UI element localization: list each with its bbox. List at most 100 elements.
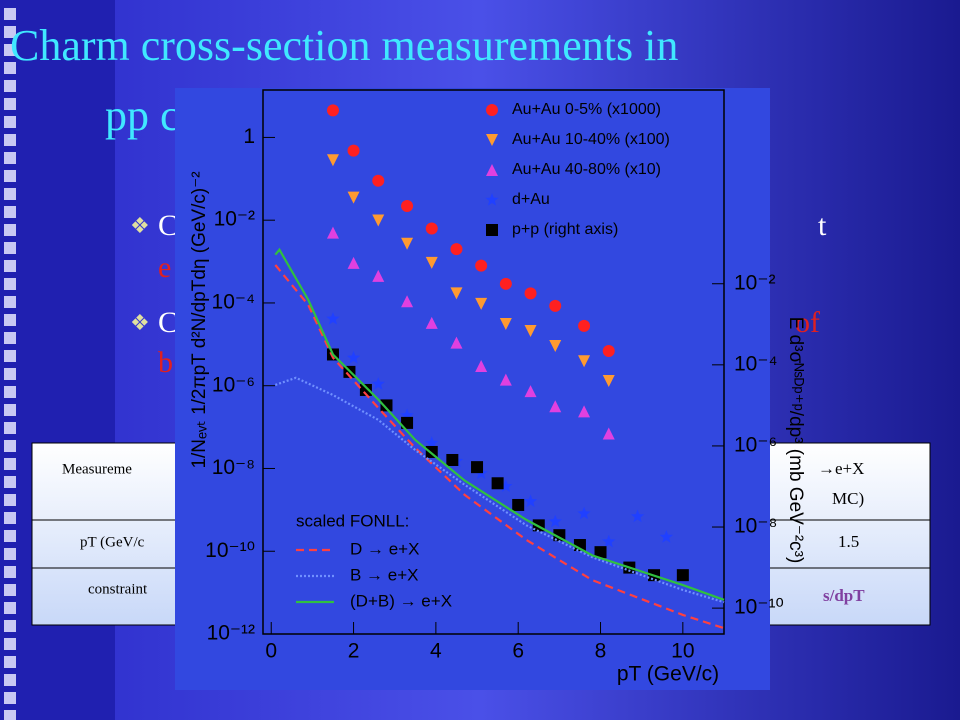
marker xyxy=(578,319,591,332)
side-square xyxy=(4,242,16,254)
y-axis-label: 1/Nₑᵥₜ 1/2πpT d²N/dpTdη (GeV/c)⁻² xyxy=(189,171,210,468)
marker xyxy=(602,534,616,548)
side-square xyxy=(4,386,16,398)
chart: 0 2 4 6 8 10 1 10⁻² 10⁻⁴ 10⁻⁶ 10⁻⁸ 10⁻¹⁰ 10⁻¹² 10⁻² 10… xyxy=(189,101,806,685)
marker xyxy=(425,256,438,269)
table-right: →e+X MC) 1.5 s/dpT xyxy=(764,442,931,626)
side-square xyxy=(4,638,16,650)
marker xyxy=(524,324,537,337)
side-square xyxy=(4,548,16,560)
marker xyxy=(372,174,385,187)
chart-panel xyxy=(175,88,770,690)
side-square xyxy=(4,26,16,38)
side-square xyxy=(4,494,16,506)
x-tick-label: 10 xyxy=(671,640,694,663)
side-square xyxy=(4,566,16,578)
side-square xyxy=(4,368,16,380)
side-square xyxy=(4,296,16,308)
marker xyxy=(372,269,385,282)
side-square xyxy=(4,458,16,470)
marker xyxy=(676,569,689,582)
marker xyxy=(450,243,463,256)
side-square xyxy=(4,8,16,20)
bullet-text: of xyxy=(795,306,820,339)
marker xyxy=(359,383,372,396)
marker xyxy=(326,154,339,167)
marker xyxy=(549,299,562,312)
legend-label: Au+Au 0-5% (x1000) xyxy=(512,101,661,118)
title: pp c xyxy=(105,91,180,140)
table-left: Measureme pT (GeV/c constraint xyxy=(31,442,183,626)
y2-tick-label: 10⁻⁸ xyxy=(734,515,777,538)
marker xyxy=(578,355,591,368)
marker xyxy=(400,408,414,422)
marker xyxy=(578,405,591,418)
side-square xyxy=(4,44,16,56)
side-square xyxy=(4,134,16,146)
marker xyxy=(346,350,361,364)
marker xyxy=(524,287,537,300)
side-square xyxy=(4,404,16,416)
table-cell: constraint xyxy=(88,581,148,597)
side-square xyxy=(4,332,16,344)
legend-title: scaled FONLL: xyxy=(296,511,409,530)
side-square xyxy=(4,116,16,128)
side-square xyxy=(4,656,16,668)
table-cell: MC) xyxy=(832,489,864,508)
legend-label: Au+Au 40-80% (x10) xyxy=(512,161,661,178)
marker xyxy=(549,340,562,353)
marker xyxy=(523,494,538,508)
side-square xyxy=(4,620,16,632)
x-tick-label: 8 xyxy=(595,640,607,663)
marker xyxy=(450,287,463,300)
side-square xyxy=(4,278,16,290)
table-cell: Measureme xyxy=(62,461,132,477)
marker xyxy=(401,237,414,250)
marker xyxy=(602,374,615,387)
y2-tick-label: 10⁻⁶ xyxy=(734,433,777,456)
marker xyxy=(602,427,615,440)
marker xyxy=(475,259,488,272)
y-tick-label: 10⁻⁴ xyxy=(212,290,255,313)
marker xyxy=(425,222,438,235)
marker xyxy=(471,461,484,474)
y-tick-label: 10⁻¹² xyxy=(207,622,255,645)
side-square xyxy=(4,422,16,434)
marker xyxy=(380,399,393,412)
side-square xyxy=(4,188,16,200)
side-square xyxy=(4,350,16,362)
y-tick-label: 10⁻⁶ xyxy=(212,373,255,396)
x-axis-label: pT (GeV/c) xyxy=(617,663,719,686)
side-square xyxy=(4,62,16,74)
marker xyxy=(425,316,438,329)
title: Charm cross-section measurements in xyxy=(10,21,678,70)
table-cell: s/dpT xyxy=(823,586,865,605)
bullet-icon: ❖ xyxy=(130,310,150,335)
marker xyxy=(549,400,562,413)
bullet-text: e xyxy=(158,251,171,284)
legend-marker xyxy=(485,193,499,206)
side-square xyxy=(4,674,16,686)
bullet-icon: ❖ xyxy=(130,213,150,238)
marker xyxy=(499,317,512,330)
legend-label: B → e+X xyxy=(350,565,419,584)
marker xyxy=(499,373,512,386)
x-tick-label: 2 xyxy=(348,640,360,663)
side-square xyxy=(4,476,16,488)
bullet-text: C xyxy=(158,209,178,242)
legend-label: Au+Au 10-40% (x100) xyxy=(512,131,670,148)
side-squares xyxy=(4,8,16,722)
legend-label: p+p (right axis) xyxy=(512,221,618,238)
y-tick-label: 1 xyxy=(243,125,255,148)
y-tick-label: 10⁻¹⁰ xyxy=(205,539,255,562)
table-cell: 1.5 xyxy=(838,532,859,551)
marker xyxy=(491,477,504,490)
side-square xyxy=(4,314,16,326)
marker xyxy=(659,530,674,543)
x-tick-label: 6 xyxy=(512,640,524,663)
table-cell: pT (GeV/c xyxy=(80,534,145,550)
y-tick-label: 10⁻² xyxy=(214,208,255,231)
marker xyxy=(475,297,488,310)
legend-label: (D+B) → e+X xyxy=(350,591,452,610)
side-square xyxy=(4,170,16,182)
